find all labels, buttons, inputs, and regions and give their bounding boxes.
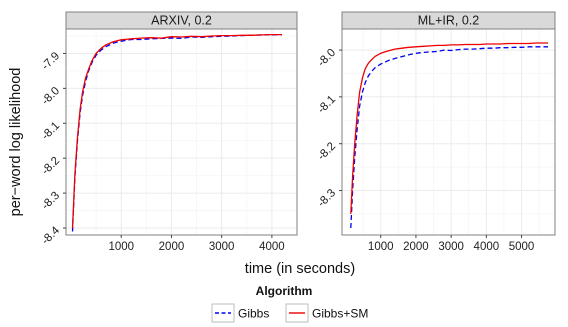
series-line-gibbs-sm	[71, 33, 282, 229]
x-tick-label: 3000	[438, 241, 464, 253]
facet-strip-label: ML+IR, 0.2	[418, 14, 480, 28]
y-tick-label: -8.3	[316, 187, 339, 210]
facet-strip	[341, 11, 556, 30]
y-tick-label: -8.2	[316, 140, 339, 163]
y-tick-label: -8.1	[316, 94, 339, 117]
legend-item-gibbs-sm: Gibbs+SM	[285, 303, 368, 323]
panel-background	[342, 29, 555, 235]
x-tick-label: 5000	[509, 241, 535, 253]
series-line-gibbs-sm	[350, 42, 548, 214]
facet-strip-label: ARXIV, 0.2	[151, 14, 212, 28]
panel-2: ML+IR, 0.2 1000 2000 3000 4000 5000 -8.3 -8.2 -8…	[316, 11, 556, 253]
y-tick-label: -8.2	[40, 155, 63, 178]
x-tick-label: 2000	[403, 241, 429, 253]
legend-item-gibbs: Gibbs	[211, 303, 269, 323]
panel-background	[66, 29, 297, 235]
y-tick-label: -8.0	[40, 85, 63, 108]
x-axis-title: time (in seconds)	[245, 261, 355, 277]
legend-title: Algorithm	[256, 284, 313, 298]
chart-panels: ARXIV, 0.2 1000 2000 3000 4000 -8.4 -8.3 -8.2 -8…	[40, 11, 556, 253]
y-tick-label: -7.9	[40, 50, 63, 73]
x-tick-label: 1000	[368, 241, 394, 253]
y-tick-label: -8.0	[316, 47, 339, 70]
x-tick-label: 3000	[209, 241, 235, 253]
legend: Algorithm Gibbs Gibbs+SM	[211, 284, 368, 323]
y-tick-label: -8.3	[40, 190, 63, 213]
y-tick-label: -8.4	[40, 224, 63, 247]
legend-items: Gibbs Gibbs+SM	[211, 303, 368, 323]
facet-strip	[65, 11, 298, 30]
x-tick-label: 2000	[159, 241, 185, 253]
x-tick-label: 1000	[108, 241, 134, 253]
x-tick-label: 4000	[259, 241, 285, 253]
panel-1: ARXIV, 0.2 1000 2000 3000 4000 -8.4 -8.3 -8.2 -8…	[40, 11, 298, 253]
x-tick-label: 4000	[474, 241, 500, 253]
y-tick-label: -8.1	[40, 120, 63, 143]
legend-label: Gibbs+SM	[312, 307, 368, 321]
y-axis-title: per−word log likelihood	[8, 68, 24, 217]
legend-label: Gibbs	[238, 307, 269, 321]
